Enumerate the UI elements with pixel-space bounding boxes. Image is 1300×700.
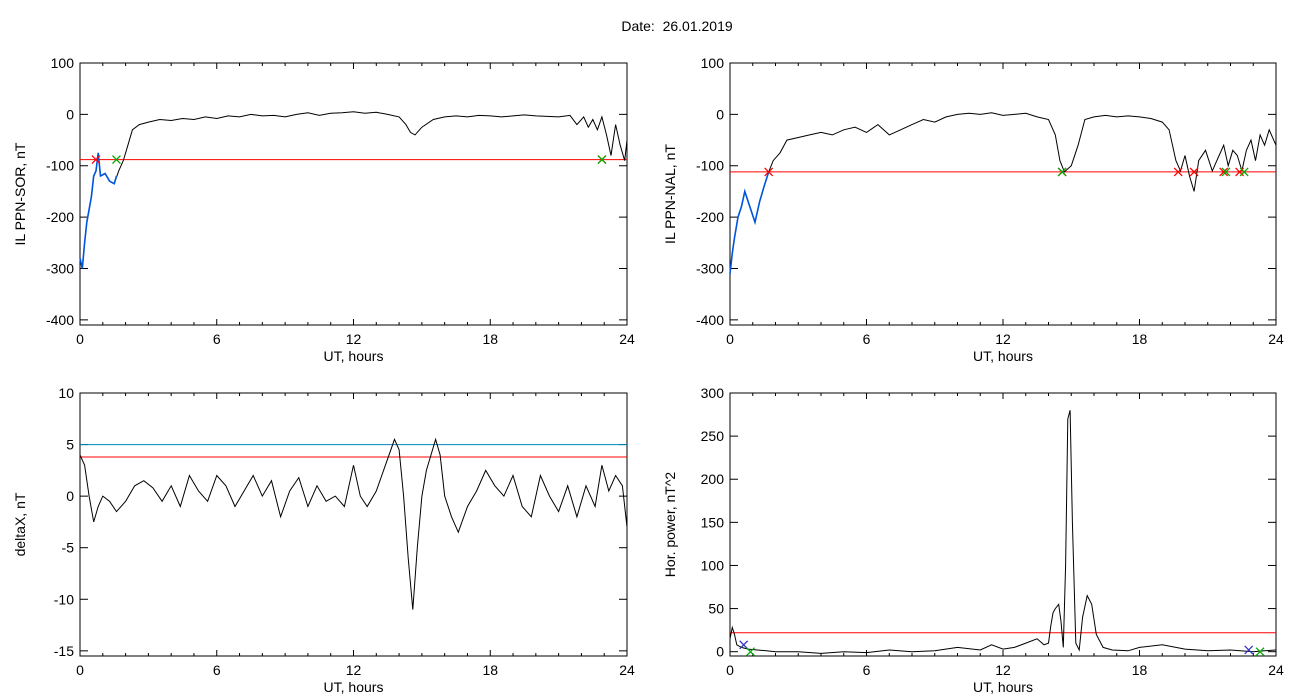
cross-marker-stroke bbox=[1219, 167, 1229, 177]
plot-panel-2: 0 6 12 18 24 100 0 -100 -200 -300 -400 UT, hours IL … bbox=[662, 55, 1284, 364]
cross-marker-stroke bbox=[1244, 645, 1254, 655]
cross-marker bbox=[764, 167, 774, 177]
y-tick-label: -100 bbox=[46, 158, 74, 174]
x-tick-label: 6 bbox=[213, 331, 221, 347]
cross-marker-stroke bbox=[91, 155, 101, 165]
y-tick-label: 100 bbox=[701, 55, 725, 71]
y-tick-label: 0 bbox=[716, 106, 724, 122]
y-tick-label: 0 bbox=[66, 106, 74, 122]
series-line-1 bbox=[729, 410, 1277, 654]
x-tick-label: 0 bbox=[76, 662, 84, 678]
y-tick-label: 10 bbox=[58, 385, 74, 401]
x-tick-label: 0 bbox=[76, 331, 84, 347]
plot-panel-1: 0 6 12 18 24 100 0 -100 -200 -300 -400 UT, hours IL … bbox=[12, 55, 635, 364]
y-tick-label: 100 bbox=[51, 55, 75, 71]
cross-marker bbox=[112, 155, 121, 165]
y-tick-label: -5 bbox=[62, 540, 75, 556]
series-line-1 bbox=[79, 111, 628, 269]
y-tick-label: -300 bbox=[696, 260, 724, 276]
cross-marker-stroke bbox=[739, 640, 749, 650]
x-tick-label: 18 bbox=[1132, 331, 1148, 347]
cross-marker bbox=[1173, 167, 1183, 177]
y-tick-label: 100 bbox=[701, 557, 725, 573]
x-axis-label: UT, hours bbox=[324, 348, 384, 364]
x-tick-label: 24 bbox=[1268, 331, 1284, 347]
x-tick-label: 6 bbox=[863, 662, 871, 678]
y-axis-label: Hor. power, nT^2 bbox=[662, 472, 678, 578]
x-tick-label: 6 bbox=[213, 662, 221, 678]
cross-marker bbox=[597, 155, 607, 165]
y-tick-label: 0 bbox=[716, 644, 724, 660]
x-tick-label: 12 bbox=[995, 331, 1011, 347]
cross-marker bbox=[91, 155, 101, 165]
x-tick-label: 6 bbox=[863, 331, 871, 347]
cross-marker-stroke bbox=[1221, 167, 1231, 177]
y-tick-label: -200 bbox=[46, 209, 74, 225]
x-axis-label: UT, hours bbox=[324, 679, 384, 695]
x-tick-label: 12 bbox=[995, 662, 1011, 678]
x-tick-label: 18 bbox=[1132, 662, 1148, 678]
x-tick-label: 0 bbox=[726, 662, 734, 678]
x-tick-label: 12 bbox=[346, 331, 362, 347]
x-tick-label: 24 bbox=[619, 331, 635, 347]
cross-marker-stroke bbox=[764, 167, 774, 177]
y-tick-label: -10 bbox=[54, 591, 74, 607]
cross-marker-stroke bbox=[1255, 647, 1265, 657]
x-tick-label: 24 bbox=[619, 662, 635, 678]
x-tick-label: 18 bbox=[482, 331, 498, 347]
x-axis-label: UT, hours bbox=[973, 679, 1033, 695]
y-tick-label: -15 bbox=[54, 643, 74, 659]
y-tick-label: -100 bbox=[696, 158, 724, 174]
y-tick-label: -300 bbox=[46, 260, 74, 276]
plot-panel-4: 0 6 12 18 24 300 250 200 150 100 50 0 UT, hours Hor. … bbox=[662, 385, 1284, 695]
y-tick-label: 0 bbox=[66, 488, 74, 504]
series-line-1 bbox=[79, 437, 628, 610]
y-tick-label: 200 bbox=[701, 471, 725, 487]
x-tick-label: 24 bbox=[1268, 662, 1284, 678]
y-tick-label: -400 bbox=[46, 312, 74, 328]
cross-marker bbox=[739, 640, 749, 650]
x-tick-label: 0 bbox=[726, 331, 734, 347]
y-axis-label: deltaX, nT bbox=[12, 492, 28, 556]
y-axis-label: IL PPN-SOR, nT bbox=[12, 142, 28, 245]
plot-frame bbox=[729, 392, 1277, 657]
figure-title: Date: 26.01.2019 bbox=[621, 18, 733, 34]
plot-frame bbox=[79, 392, 628, 657]
y-tick-label: 5 bbox=[66, 437, 74, 453]
cross-marker-stroke bbox=[597, 155, 607, 165]
y-tick-label: 250 bbox=[701, 428, 725, 444]
cross-marker-stroke bbox=[1239, 167, 1249, 177]
cross-marker bbox=[1189, 167, 1199, 177]
cross-marker bbox=[1255, 647, 1265, 657]
series-line-2 bbox=[79, 152, 118, 269]
cross-marker-stroke bbox=[746, 647, 755, 657]
x-axis-label: UT, hours bbox=[973, 348, 1033, 364]
cross-marker-stroke bbox=[1173, 167, 1183, 177]
y-tick-label: 50 bbox=[708, 601, 724, 617]
cross-marker-stroke bbox=[1057, 167, 1067, 177]
y-tick-label: 300 bbox=[701, 385, 725, 401]
cross-marker bbox=[1219, 167, 1229, 177]
cross-marker-stroke bbox=[1189, 167, 1199, 177]
x-tick-label: 18 bbox=[482, 662, 498, 678]
y-axis-label: IL PPN-NAL, nT bbox=[662, 144, 678, 244]
cross-marker bbox=[746, 647, 755, 657]
series-line-2 bbox=[729, 171, 770, 274]
cross-marker-stroke bbox=[112, 155, 121, 165]
cross-marker bbox=[1239, 167, 1249, 177]
plot-panel-3: 0 6 12 18 24 10 5 0 -5 -10 -15 UT, hours deltaX, nT bbox=[12, 385, 635, 695]
cross-marker bbox=[1244, 645, 1254, 655]
plot-frame bbox=[79, 62, 628, 326]
cross-marker bbox=[1221, 167, 1231, 177]
y-tick-label: -200 bbox=[696, 209, 724, 225]
x-tick-label: 12 bbox=[346, 662, 362, 678]
y-tick-label: -400 bbox=[696, 312, 724, 328]
cross-marker bbox=[1057, 167, 1067, 177]
y-tick-label: 150 bbox=[701, 514, 725, 530]
series-line-1 bbox=[729, 112, 1277, 274]
plot-frame bbox=[729, 62, 1277, 326]
